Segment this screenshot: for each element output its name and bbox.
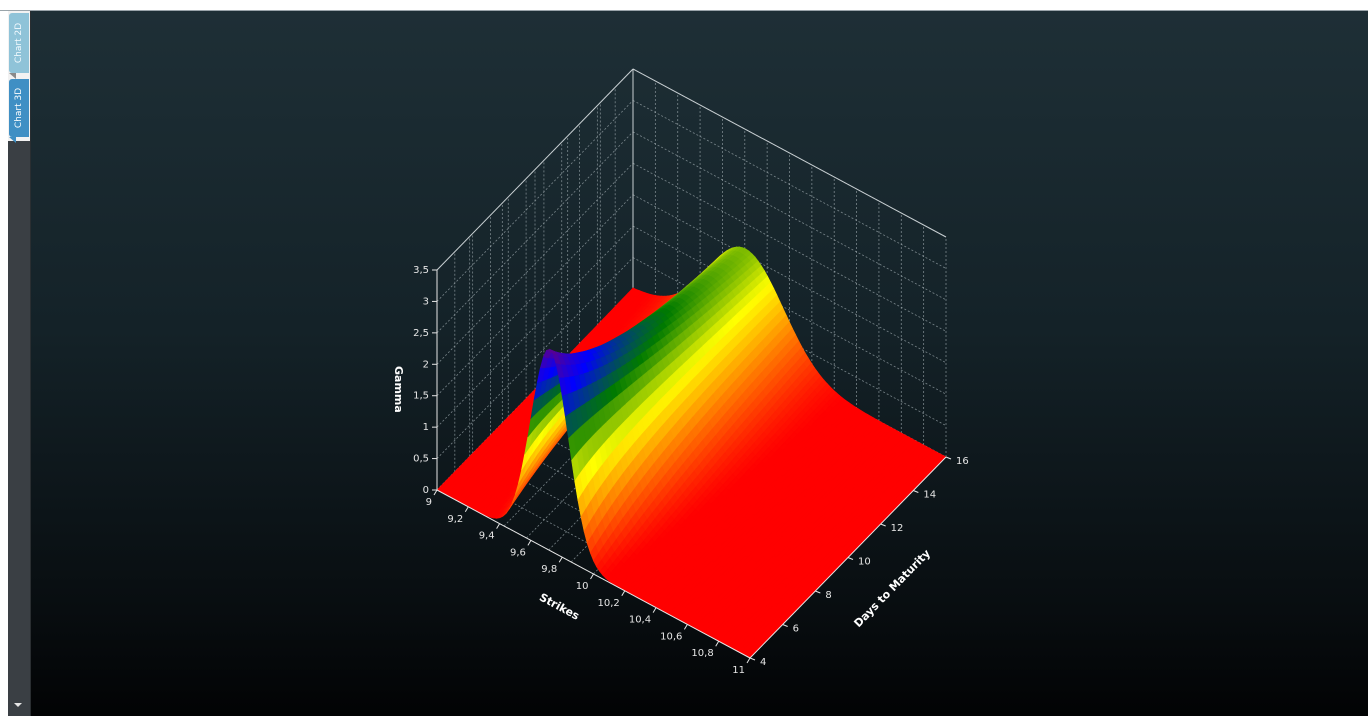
x-axis-tick	[496, 523, 501, 529]
x-axis-tick	[464, 506, 469, 513]
y-axis-tick	[815, 590, 821, 594]
y-tick-label: 6	[793, 624, 799, 635]
tab-active-arrow	[9, 137, 16, 143]
x-axis-title: Strikes	[537, 591, 582, 623]
surface-chart: 0 0,5 1 1,5 2 2,5 3 3,5 9 9,2 9,4 9,6 9,8 10 10,2 10,4 1…	[392, 68, 969, 676]
x-tick-label: 9,6	[510, 547, 526, 558]
z-tick-label: 1	[423, 422, 429, 433]
y-axis-tick	[749, 657, 756, 661]
side-tab-strip	[8, 11, 31, 716]
x-axis-tick	[746, 657, 751, 664]
x-tick-label: 10,4	[629, 615, 651, 626]
x-tick-label: 9,4	[479, 531, 495, 542]
grid-line-wall-gamma	[632, 194, 947, 364]
x-tick-label: 10	[576, 581, 589, 592]
chart-3d-area[interactable]: 0 0,5 1 1,5 2 2,5 3 3,5 9 9,2 9,4 9,6 9,8 10 10,2 10,4 1…	[31, 11, 1368, 716]
x-axis-tick	[527, 540, 532, 546]
x-tick-label: 10,8	[691, 648, 713, 659]
x-tick-label: 9,2	[447, 514, 463, 525]
x-axis-tick	[683, 624, 688, 630]
window-top-border	[0, 10, 1368, 11]
tab-chart-2d-label: Chart 2D	[14, 22, 24, 64]
x-tick-label: 11	[732, 665, 745, 676]
x-tick-label: 10,2	[598, 598, 620, 609]
y-tick-label: 14	[923, 490, 936, 501]
scroll-down-icon[interactable]	[14, 703, 22, 707]
z-tick-label: 0,5	[413, 454, 429, 465]
z-tick-label: 2	[423, 359, 429, 370]
y-axis-tick	[847, 557, 854, 560]
z-tick-label: 0	[423, 485, 429, 496]
grid-line-wall-gamma	[632, 131, 947, 301]
z-tick-label: 2,5	[413, 328, 429, 339]
x-axis-tick	[621, 590, 626, 597]
x-axis-tick	[715, 640, 720, 647]
x-tick-label: 10,6	[660, 631, 682, 642]
x-tick-label: 9	[426, 497, 432, 508]
wall-edge	[436, 68, 634, 271]
grid-line-wall-gamma	[436, 131, 634, 334]
y-tick-label: 4	[760, 657, 766, 668]
y-tick-label: 10	[858, 557, 871, 568]
tab-chart-3d-label: Chart 3D	[14, 87, 24, 129]
y-tick-label: 16	[956, 456, 969, 467]
z-axis-title: Gamma	[392, 366, 405, 413]
y-axis-tick	[880, 523, 886, 527]
y-tick-label: 12	[891, 523, 904, 534]
grid-line-wall-gamma	[436, 194, 634, 396]
grid-line-wall-gamma	[436, 225, 634, 428]
grid-line-wall-gamma	[632, 225, 947, 395]
x-axis-tick	[558, 556, 563, 563]
grid-line-wall-gamma	[436, 100, 634, 302]
grid-line-wall-gamma	[632, 162, 947, 332]
grid-line-wall-gamma	[436, 257, 634, 459]
grid-line-wall-gamma	[436, 163, 634, 365]
grid-line-wall-gamma	[632, 100, 947, 269]
x-axis-tick	[590, 573, 594, 580]
wall-edge	[632, 68, 947, 238]
z-tick-label: 1,5	[413, 391, 429, 402]
x-axis-tick	[652, 607, 657, 613]
y-axis-tick	[945, 456, 952, 460]
z-tick-label: 3	[423, 296, 429, 307]
x-axis-tick	[433, 489, 438, 496]
surface-layer	[436, 246, 947, 659]
z-tick-label: 3,5	[413, 265, 429, 276]
tab-chart-3d[interactable]: Chart 3D	[9, 79, 29, 137]
tab-chart-2d[interactable]: Chart 2D	[9, 13, 29, 73]
y-tick-label: 8	[825, 590, 831, 601]
y-axis-tick	[782, 624, 788, 627]
y-axis-tick	[913, 490, 919, 493]
tab-separator-arrow	[9, 73, 16, 79]
x-tick-label: 9,8	[541, 564, 557, 575]
